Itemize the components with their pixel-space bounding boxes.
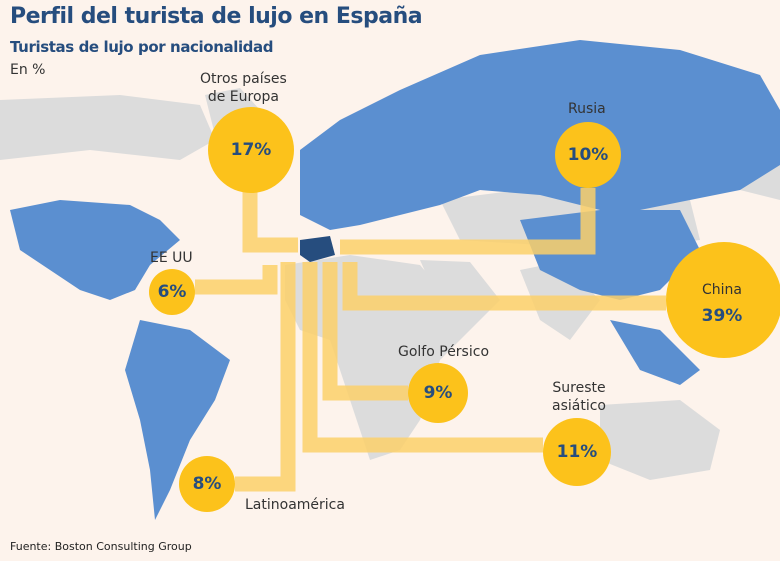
unit-label: En % <box>10 62 46 78</box>
label-europa: Otros países de Europa <box>200 71 287 105</box>
value-latam: 8% <box>192 474 222 494</box>
bubble-rusia <box>555 122 621 188</box>
value-china: 39% <box>701 306 743 326</box>
spain-shape <box>300 236 335 262</box>
bubble-sureste <box>543 418 611 486</box>
label-rusia: Rusia <box>568 101 606 117</box>
connectors <box>195 188 666 492</box>
label-golfo: Golfo Pérsico <box>398 344 490 360</box>
bubble-latam <box>179 456 235 512</box>
highlighted-land <box>10 40 780 520</box>
value-golfo: 9% <box>423 383 453 403</box>
connector-europa <box>242 190 298 253</box>
bubbles <box>149 107 780 512</box>
value-rusia: 10% <box>567 145 609 165</box>
connector-china <box>342 262 666 311</box>
value-europa: 17% <box>230 140 272 160</box>
connector-sureste <box>302 262 543 453</box>
label-latam: Latinoamérica <box>245 497 345 513</box>
label-china: China <box>702 282 742 298</box>
connector-golfo <box>322 262 408 401</box>
source-note: Fuente: Boston Consulting Group <box>10 540 192 553</box>
bubble-europa <box>208 107 294 193</box>
value-sureste: 11% <box>556 442 598 462</box>
bubble-eeuu <box>149 269 195 315</box>
page-title: Perfil del turista de lujo en España <box>10 4 423 29</box>
label-sureste: Sureste asiático <box>552 380 606 414</box>
subtitle: Turistas de lujo por nacionalidad <box>10 38 274 56</box>
bubble-golfo <box>408 363 468 423</box>
connector-latam <box>235 262 296 492</box>
value-eeuu: 6% <box>157 282 187 302</box>
bubble-china <box>666 242 780 358</box>
label-eeuu: EE UU <box>150 250 193 266</box>
connector-eeuu <box>195 265 278 295</box>
connector-rusia <box>340 188 596 255</box>
